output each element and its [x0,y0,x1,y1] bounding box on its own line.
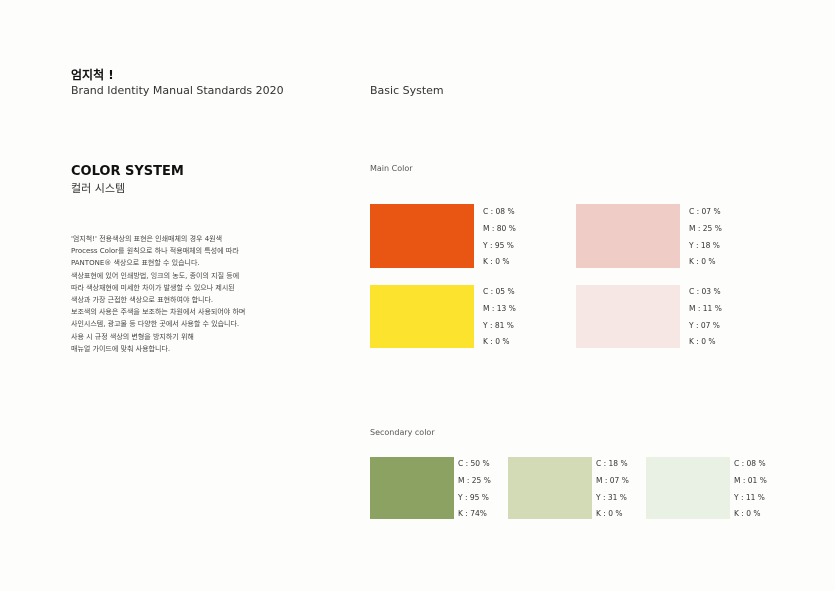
section-title: Basic System [370,84,444,97]
description-line: 따라 색상재현에 미세한 차이가 발생할 수 있으나 제시된 [71,283,235,292]
cmyk-c: C : 07 % [689,207,721,216]
main-color-cmyk-1: C : 08 % M : 80 % Y : 95 % K : 0 % [483,207,516,274]
cmyk-k: K : 0 % [483,257,510,267]
secondary-color-cmyk-3: C : 08 % M : 01 % Y : 11 % K : 0 % [734,459,767,526]
description-line: PANTONE® 색상으로 표현할 수 있습니다. [71,259,200,268]
secondary-color-swatch-1 [370,457,454,519]
cmyk-y: Y : 07 % [689,320,720,330]
cmyk-c: C : 05 % [483,287,515,296]
main-color-swatch-3 [370,285,474,348]
brand-title: 엄지척 ! [71,68,114,82]
main-color-swatch-1 [370,204,474,268]
cmyk-y: Y : 31 % [596,492,627,502]
main-color-cmyk-4: C : 03 % M : 11 % Y : 07 % K : 0 % [689,287,722,354]
main-color-label: Main Color [370,164,413,173]
main-color-cmyk-3: C : 05 % M : 13 % Y : 81 % K : 0 % [483,287,516,354]
cmyk-m: M : 80 % [483,223,516,233]
cmyk-m: M : 25 % [689,223,722,233]
description-line: 사용 시 규정 색상의 변형을 방지하기 위해 [71,332,194,341]
description-line: 색상과 가장 근접한 색상으로 표현하여야 합니다. [71,296,214,305]
cmyk-k: K : 0 % [483,337,510,347]
secondary-color-cmyk-2: C : 18 % M : 07 % Y : 31 % K : 0 % [596,459,629,526]
cmyk-y: Y : 81 % [483,320,514,330]
description-line: Process Color를 원칙으로 하나 적용매체의 특성에 따라 [71,247,239,256]
cmyk-y: Y : 95 % [458,492,489,502]
secondary-color-cmyk-1: C : 50 % M : 25 % Y : 95 % K : 74% [458,459,491,526]
cmyk-y: Y : 18 % [689,240,720,250]
cmyk-m: M : 11 % [689,303,722,313]
color-system-title: COLOR SYSTEM [71,164,184,179]
cmyk-c: C : 03 % [689,287,721,296]
main-color-swatch-2 [576,204,680,268]
cmyk-c: C : 08 % [734,459,766,468]
secondary-color-label: Secondary color [370,428,435,437]
cmyk-m: M : 13 % [483,303,516,313]
cmyk-c: C : 50 % [458,459,490,468]
description-line: 색상표현에 있어 인쇄방법, 잉크의 농도, 종이의 지질 등에 [71,271,240,280]
main-color-cmyk-2: C : 07 % M : 25 % Y : 18 % K : 0 % [689,207,722,274]
cmyk-c: C : 08 % [483,207,515,216]
description-line: 사인시스템, 광고물 등 다양한 곳에서 사용할 수 있습니다. [71,320,240,329]
color-system-description: '엄지척!' 전용색상의 표현은 인쇄매체의 경우 4원색 Process Co… [71,233,301,355]
cmyk-m: M : 01 % [734,475,767,485]
main-color-swatch-4 [576,285,680,348]
cmyk-k: K : 0 % [734,509,761,519]
cmyk-k: K : 0 % [689,337,716,347]
brand-subtitle: Brand Identity Manual Standards 2020 [71,84,284,97]
cmyk-c: C : 18 % [596,459,628,468]
description-line: 매뉴얼 가이드에 맞춰 사용합니다. [71,344,171,353]
cmyk-m: M : 07 % [596,475,629,485]
cmyk-k: K : 0 % [689,257,716,267]
cmyk-y: Y : 11 % [734,492,765,502]
color-system-subtitle: 컬러 시스템 [71,182,126,195]
secondary-color-swatch-2 [508,457,592,519]
secondary-color-swatch-3 [646,457,730,519]
cmyk-k: K : 0 % [596,509,623,519]
cmyk-m: M : 25 % [458,475,491,485]
description-line: 보조색의 사용은 주색을 보조하는 차원에서 사용되어야 하며 [71,308,246,317]
description-line: '엄지척!' 전용색상의 표현은 인쇄매체의 경우 4원색 [71,235,223,243]
cmyk-y: Y : 95 % [483,240,514,250]
cmyk-k: K : 74% [458,509,487,519]
